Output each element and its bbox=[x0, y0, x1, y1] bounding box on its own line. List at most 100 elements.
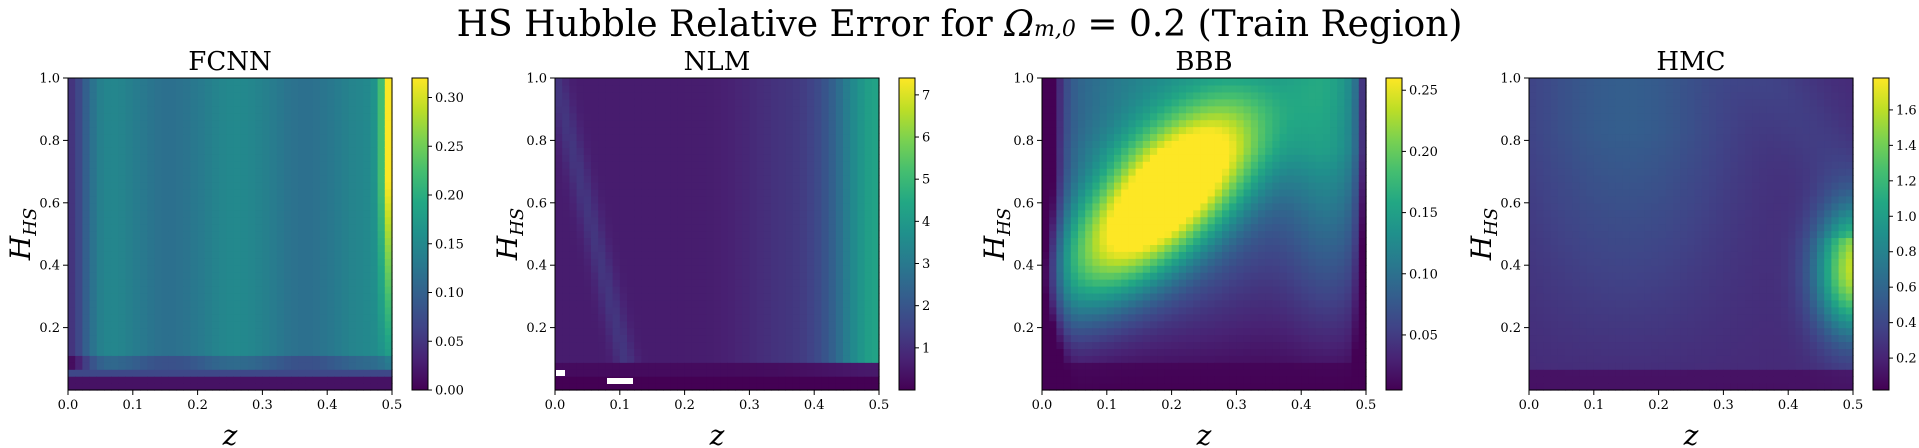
heatmap-cell bbox=[334, 320, 343, 329]
heatmap-cell bbox=[284, 209, 292, 218]
heatmap-cell bbox=[75, 369, 83, 377]
heatmap-cell bbox=[96, 154, 105, 162]
heatmap-cell bbox=[161, 383, 170, 391]
heatmap-cell bbox=[240, 147, 249, 155]
heatmap-cell bbox=[276, 182, 285, 190]
heatmap-cell bbox=[821, 223, 830, 232]
heatmap-cell bbox=[699, 119, 707, 128]
heatmap-cell bbox=[1164, 265, 1173, 273]
heatmap-cell bbox=[226, 147, 235, 155]
heatmap-cell bbox=[176, 362, 184, 370]
heatmap-cell bbox=[591, 168, 599, 176]
heatmap-cell bbox=[555, 119, 563, 128]
heatmap-cell bbox=[1085, 91, 1093, 100]
heatmap-cell bbox=[176, 327, 184, 336]
heatmap-cell bbox=[591, 265, 599, 273]
heatmap-cell bbox=[219, 78, 227, 86]
heatmap-cell bbox=[691, 119, 700, 128]
heatmap-cell bbox=[348, 279, 357, 287]
heatmap-cell bbox=[1049, 286, 1057, 294]
heatmap-cell bbox=[627, 334, 635, 343]
heatmap-cell bbox=[807, 223, 815, 232]
heatmap-cell bbox=[699, 279, 707, 287]
heatmap-cell bbox=[756, 237, 765, 245]
heatmap-cell bbox=[82, 182, 91, 190]
heatmap-cell bbox=[1114, 195, 1122, 204]
heatmap-cell bbox=[377, 216, 386, 225]
heatmap-cell bbox=[727, 334, 736, 343]
heatmap-cell bbox=[384, 292, 393, 301]
heatmap-cell bbox=[240, 216, 249, 225]
heatmap-cell bbox=[176, 286, 184, 294]
heatmap-cell bbox=[1157, 98, 1165, 107]
heatmap-cell bbox=[843, 348, 851, 356]
heatmap-cell bbox=[562, 286, 570, 294]
heatmap-cell bbox=[1164, 251, 1173, 259]
heatmap-cell bbox=[291, 286, 299, 294]
heatmap-cell bbox=[576, 251, 585, 259]
heatmap-cell bbox=[677, 98, 686, 107]
heatmap-cell bbox=[68, 230, 76, 239]
heatmap-cell bbox=[312, 355, 321, 363]
heatmap-cell bbox=[334, 244, 343, 252]
heatmap-cell bbox=[1150, 223, 1158, 232]
heatmap-cell bbox=[576, 272, 585, 280]
heatmap-cell bbox=[857, 119, 866, 128]
heatmap-cell bbox=[835, 154, 844, 162]
heatmap-cell bbox=[363, 334, 371, 343]
heatmap-cell bbox=[634, 258, 642, 266]
heatmap-cell bbox=[341, 140, 350, 148]
heatmap-cell bbox=[161, 223, 170, 232]
heatmap-cell bbox=[183, 299, 191, 308]
heatmap-cell bbox=[147, 78, 155, 86]
heatmap-cell bbox=[363, 195, 371, 204]
heatmap-cell bbox=[132, 265, 141, 273]
heatmap-cell bbox=[312, 348, 321, 356]
heatmap-cell bbox=[1164, 195, 1173, 204]
heatmap-cell bbox=[857, 251, 866, 259]
heatmap-cell bbox=[168, 237, 177, 245]
heatmap-cell bbox=[1085, 265, 1093, 273]
heatmap-cell bbox=[727, 78, 736, 86]
heatmap-cell bbox=[219, 154, 227, 162]
heatmap-cell bbox=[1164, 119, 1173, 128]
heatmap-cell bbox=[1099, 348, 1108, 356]
heatmap-cell bbox=[356, 202, 364, 211]
heatmap-cell bbox=[1114, 320, 1122, 329]
heatmap-cell bbox=[814, 355, 822, 363]
heatmap-cell bbox=[792, 348, 801, 356]
heatmap-cell bbox=[871, 383, 880, 391]
heatmap-cell bbox=[555, 355, 563, 363]
heatmap-cell bbox=[269, 383, 278, 391]
heatmap-cell bbox=[735, 98, 743, 107]
heatmap-cell bbox=[356, 355, 364, 363]
heatmap-cell bbox=[735, 168, 743, 176]
heatmap-cell bbox=[1099, 279, 1108, 287]
heatmap-cell bbox=[843, 237, 851, 245]
heatmap-cell bbox=[569, 112, 578, 121]
heatmap-cell bbox=[219, 202, 227, 211]
heatmap-cell bbox=[1121, 348, 1129, 356]
heatmap-cell bbox=[312, 369, 321, 377]
heatmap-cell bbox=[778, 348, 786, 356]
heatmap-cell bbox=[1142, 292, 1151, 301]
heatmap-cell bbox=[104, 244, 112, 252]
heatmap-cell bbox=[334, 188, 343, 197]
heatmap-cell bbox=[176, 383, 184, 391]
heatmap-cell bbox=[305, 383, 314, 391]
heatmap-cell bbox=[562, 251, 570, 259]
heatmap-cell bbox=[168, 147, 177, 155]
heatmap-cell bbox=[212, 168, 220, 176]
heatmap-cell bbox=[663, 383, 671, 391]
heatmap-cell bbox=[691, 369, 700, 377]
heatmap-cell bbox=[1121, 334, 1129, 343]
heatmap-cell bbox=[370, 313, 379, 322]
heatmap-cell bbox=[1128, 327, 1137, 336]
heatmap-cell bbox=[756, 299, 765, 308]
heatmap-cell bbox=[562, 105, 570, 114]
heatmap-cell bbox=[1042, 216, 1050, 225]
heatmap-cell bbox=[569, 182, 578, 190]
heatmap-cell bbox=[269, 195, 278, 204]
heatmap-cell bbox=[240, 265, 249, 273]
heatmap-cell bbox=[864, 182, 873, 190]
